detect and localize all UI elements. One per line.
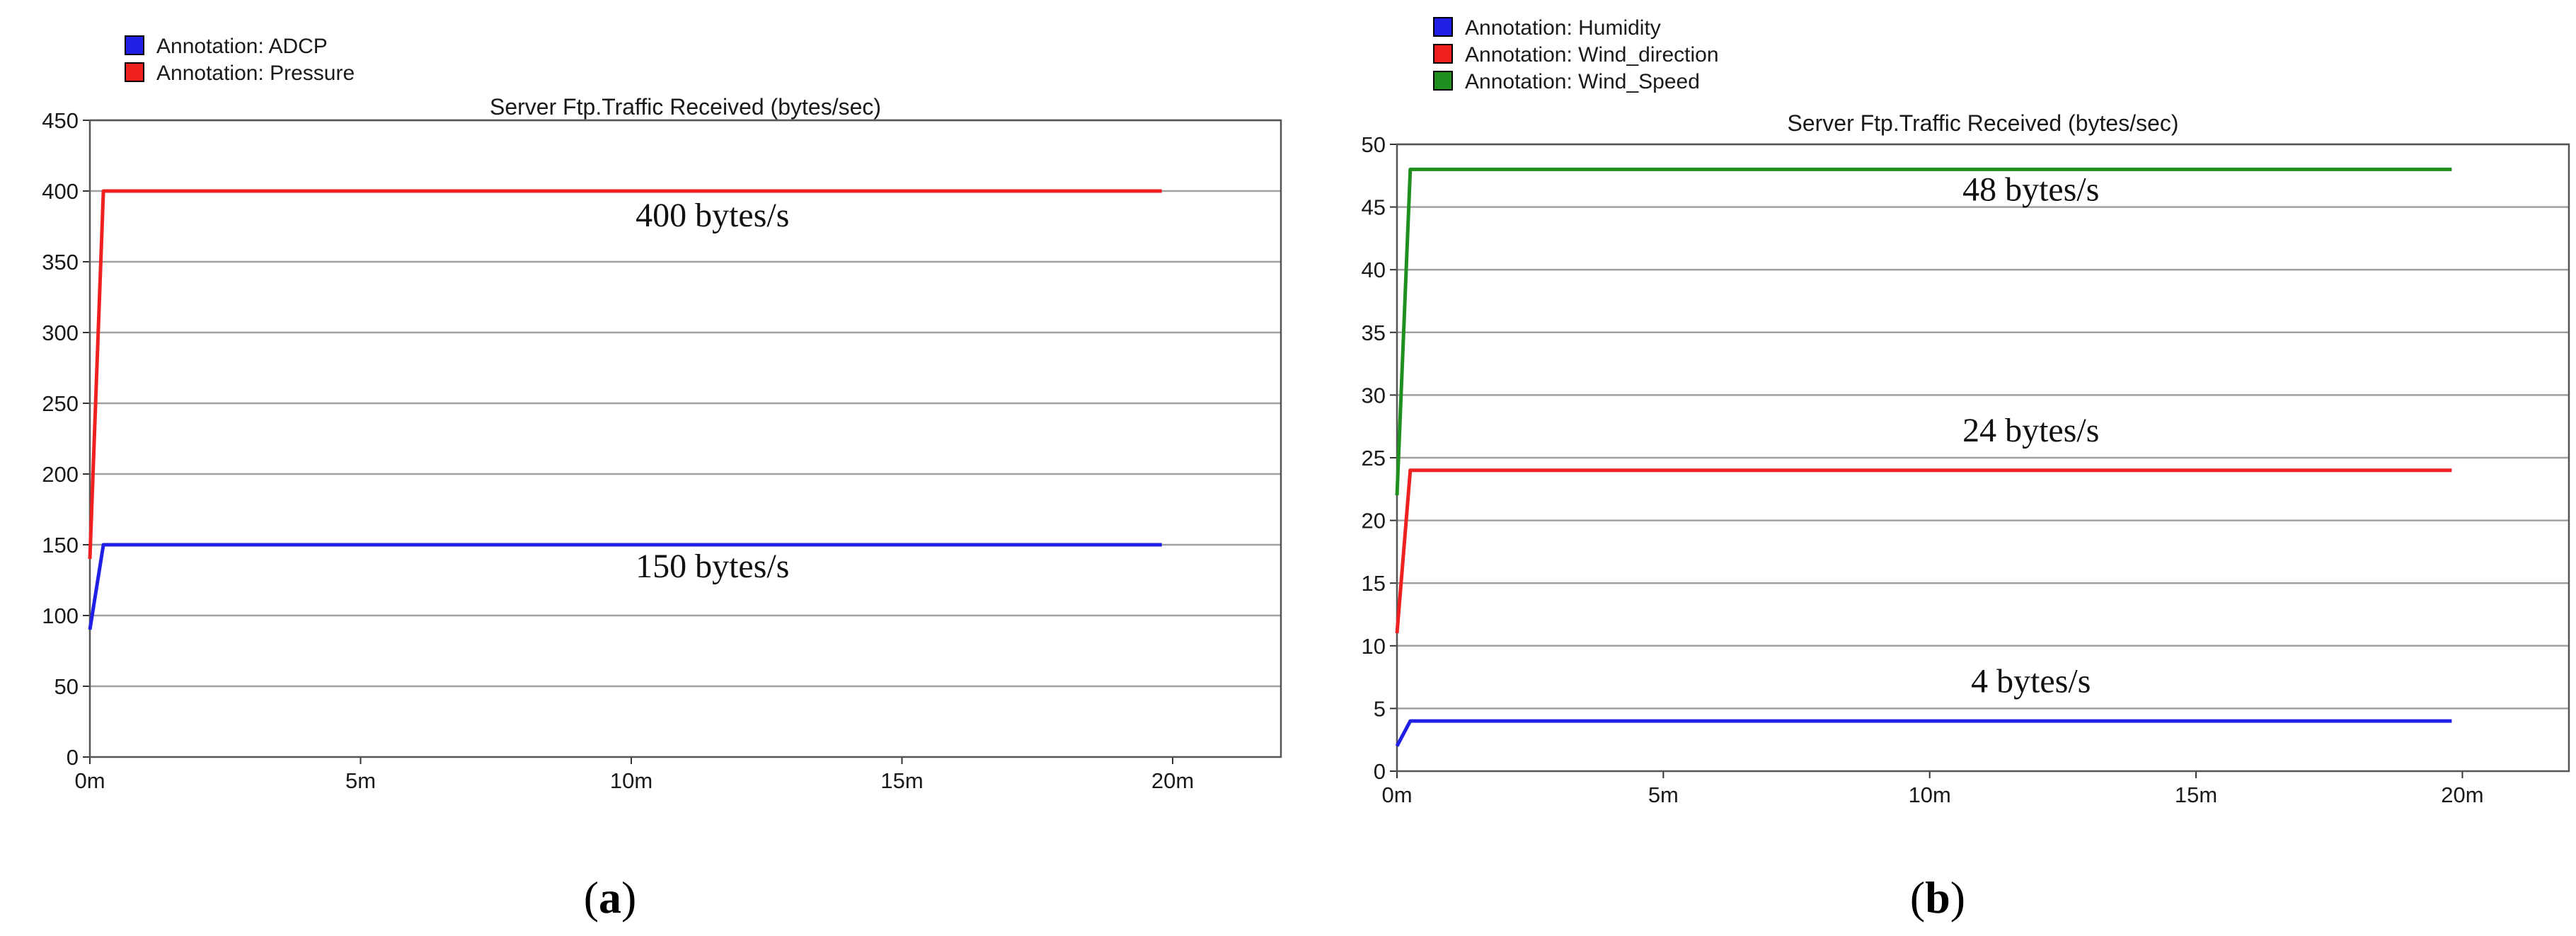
- legend-label: Annotation: Wind_direction: [1465, 43, 1719, 67]
- y-tick-label: 350: [42, 250, 79, 275]
- value-annotation: 24 bytes/s: [1962, 412, 2099, 449]
- chart-b-svg: Annotation: Humidity Annotation: Wind_dir…: [1362, 16, 2570, 807]
- legend-swatch: [1433, 44, 1453, 64]
- value-annotation: 400 bytes/s: [636, 197, 789, 234]
- y-tick-label: 450: [42, 108, 79, 133]
- series-line: [88, 189, 1162, 560]
- y-tick-label: 250: [42, 391, 79, 416]
- chart-title: Server Ftp.Traffic Received (bytes/sec): [1787, 110, 2178, 136]
- chart-a-svg: Annotation: ADCP Annotation: Pressure Serv…: [42, 35, 1282, 793]
- y-tick-label: 10: [1362, 634, 1386, 659]
- x-tick-label: 5m: [1648, 782, 1679, 807]
- x-tick-label: 15m: [2175, 782, 2217, 807]
- x-tick-label: 15m: [880, 768, 923, 793]
- y-tick-label: 20: [1362, 509, 1386, 533]
- y-tick-label: 300: [42, 320, 79, 345]
- x-tick-label: 0m: [1381, 782, 1412, 807]
- y-tick-label: 25: [1362, 446, 1386, 470]
- y-tick-label: 100: [42, 603, 79, 628]
- x-tick-label: 20m: [1151, 768, 1194, 793]
- y-tick-label: 5: [1374, 696, 1386, 721]
- legend-swatch: [1433, 17, 1453, 37]
- y-tick-label: 150: [42, 533, 79, 557]
- y-tick-label: 400: [42, 179, 79, 204]
- value-annotation: 48 bytes/s: [1962, 171, 2099, 209]
- x-tick-label: 5m: [345, 768, 376, 793]
- y-tick-label: 30: [1362, 383, 1386, 408]
- legend-label: Annotation: Humidity: [1465, 16, 1661, 40]
- series-line: [1395, 719, 2452, 747]
- x-tick-label: 20m: [2441, 782, 2483, 807]
- legend-swatch: [1433, 71, 1453, 91]
- x-tick-label: 10m: [610, 768, 652, 793]
- y-tick-label: 45: [1362, 195, 1386, 220]
- y-tick-label: 0: [67, 745, 79, 770]
- legend-swatch: [125, 62, 144, 82]
- y-tick-label: 50: [1362, 132, 1386, 157]
- panel-label-b: (b): [1909, 872, 1966, 923]
- legend-label: Annotation: Wind_Speed: [1465, 70, 1700, 93]
- panel-label-a: (a): [583, 872, 637, 923]
- chart-panel-b: Annotation: Humidity Annotation: Wind_dir…: [1288, 0, 2576, 936]
- y-tick-label: 200: [42, 462, 79, 487]
- value-annotation: 150 bytes/s: [636, 548, 789, 585]
- plot-frame: [88, 119, 1282, 758]
- x-tick-label: 10m: [1909, 782, 1951, 807]
- y-tick-label: 35: [1362, 320, 1386, 345]
- y-tick-label: 40: [1362, 258, 1386, 282]
- legend-label: Annotation: Pressure: [156, 62, 355, 85]
- value-annotation: 4 bytes/s: [1971, 662, 2091, 700]
- chart-panel-a: Annotation: ADCP Annotation: Pressure Serv…: [42, 35, 1282, 923]
- series-line: [1395, 167, 2452, 496]
- legend-swatch: [125, 35, 144, 55]
- x-tick-label: 0m: [74, 768, 105, 793]
- y-tick-label: 50: [54, 674, 79, 699]
- chart-title: Server Ftp.Traffic Received (bytes/sec): [490, 94, 881, 120]
- series-line: [88, 543, 1162, 630]
- y-tick-label: 0: [1374, 759, 1386, 784]
- series-line: [1395, 468, 2452, 634]
- legend-label: Annotation: ADCP: [156, 35, 328, 58]
- y-tick-label: 15: [1362, 571, 1386, 596]
